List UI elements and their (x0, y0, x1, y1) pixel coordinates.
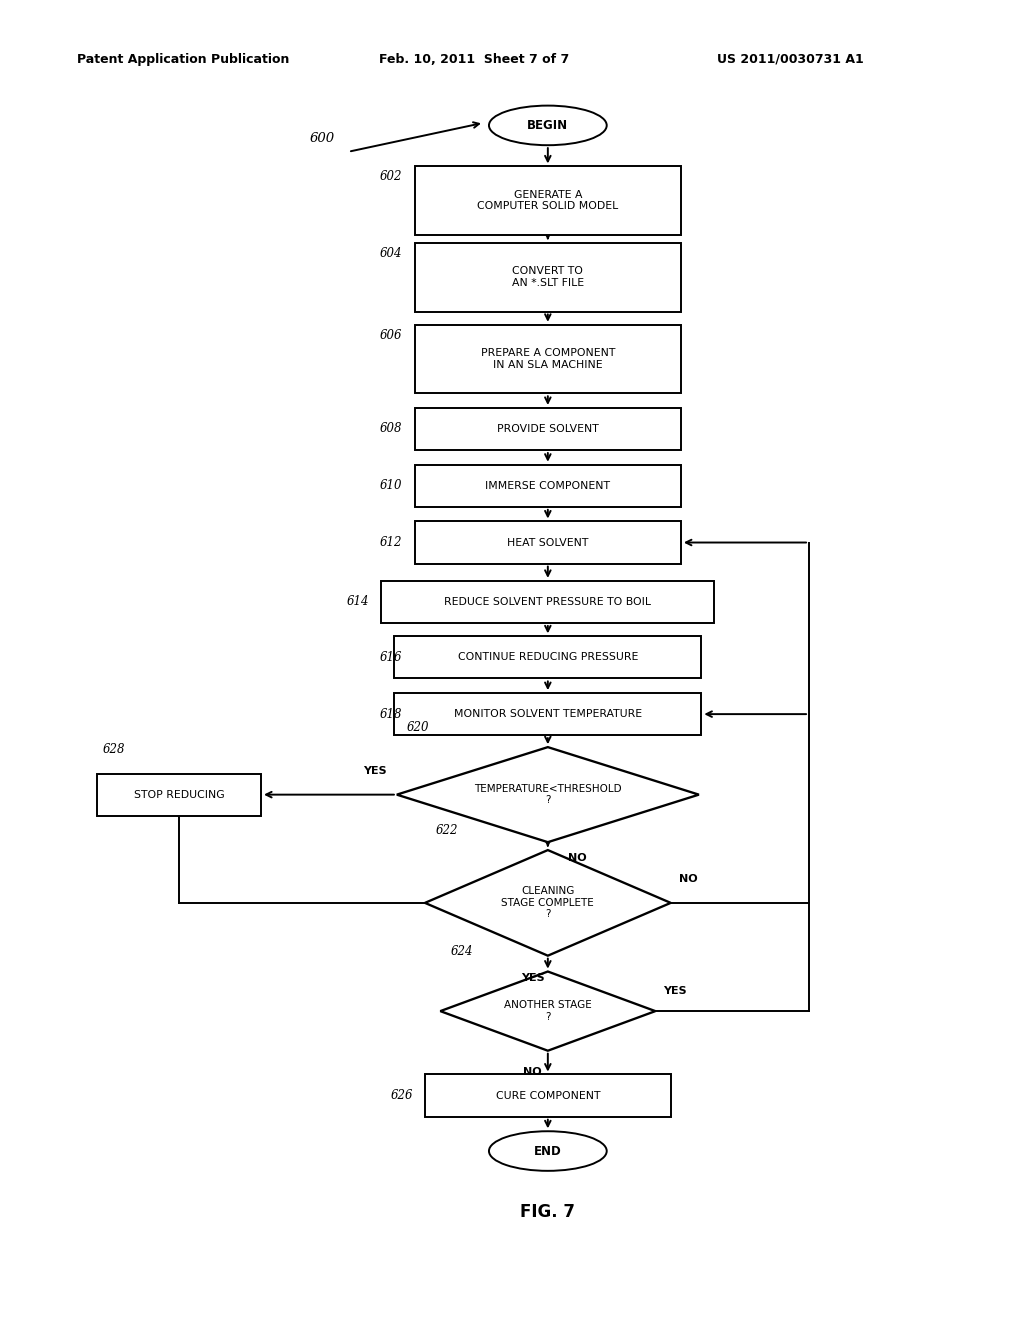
Text: ANOTHER STAGE
?: ANOTHER STAGE ? (504, 1001, 592, 1022)
Text: 618: 618 (380, 708, 402, 721)
Text: MONITOR SOLVENT TEMPERATURE: MONITOR SOLVENT TEMPERATURE (454, 709, 642, 719)
Text: Patent Application Publication: Patent Application Publication (77, 53, 289, 66)
Text: REDUCE SOLVENT PRESSURE TO BOIL: REDUCE SOLVENT PRESSURE TO BOIL (444, 597, 651, 607)
Text: END: END (534, 1144, 562, 1158)
Text: YES: YES (362, 766, 387, 776)
Text: NO: NO (679, 874, 697, 884)
Text: HEAT SOLVENT: HEAT SOLVENT (507, 537, 589, 548)
Text: IMMERSE COMPONENT: IMMERSE COMPONENT (485, 480, 610, 491)
Text: 624: 624 (451, 945, 473, 958)
Text: GENERATE A
COMPUTER SOLID MODEL: GENERATE A COMPUTER SOLID MODEL (477, 190, 618, 211)
Text: CLEANING
STAGE COMPLETE
?: CLEANING STAGE COMPLETE ? (502, 886, 594, 920)
Text: 610: 610 (380, 479, 402, 492)
Text: 614: 614 (347, 595, 370, 609)
FancyBboxPatch shape (382, 581, 715, 623)
Text: 628: 628 (102, 743, 125, 756)
Text: 608: 608 (380, 422, 402, 436)
Text: CONTINUE REDUCING PRESSURE: CONTINUE REDUCING PRESSURE (458, 652, 638, 663)
Text: FIG. 7: FIG. 7 (520, 1203, 575, 1221)
Text: CURE COMPONENT: CURE COMPONENT (496, 1090, 600, 1101)
Text: NO: NO (523, 1067, 542, 1077)
FancyBboxPatch shape (415, 408, 681, 450)
Text: PROVIDE SOLVENT: PROVIDE SOLVENT (497, 424, 599, 434)
Polygon shape (440, 972, 655, 1051)
FancyBboxPatch shape (415, 243, 681, 312)
Text: CONVERT TO
AN *.SLT FILE: CONVERT TO AN *.SLT FILE (512, 267, 584, 288)
Text: Feb. 10, 2011  Sheet 7 of 7: Feb. 10, 2011 Sheet 7 of 7 (379, 53, 569, 66)
FancyBboxPatch shape (394, 636, 701, 678)
Text: YES: YES (520, 973, 545, 983)
Text: 612: 612 (380, 536, 402, 549)
FancyBboxPatch shape (415, 166, 681, 235)
FancyBboxPatch shape (415, 325, 681, 393)
FancyBboxPatch shape (415, 521, 681, 564)
Text: TEMPERATURE<THRESHOLD
?: TEMPERATURE<THRESHOLD ? (474, 784, 622, 805)
Text: BEGIN: BEGIN (527, 119, 568, 132)
Text: 616: 616 (380, 651, 402, 664)
Text: 620: 620 (408, 721, 429, 734)
Text: 604: 604 (380, 247, 402, 260)
FancyBboxPatch shape (97, 774, 261, 816)
Text: 602: 602 (380, 170, 402, 183)
FancyBboxPatch shape (415, 465, 681, 507)
Text: US 2011/0030731 A1: US 2011/0030731 A1 (717, 53, 863, 66)
Text: STOP REDUCING: STOP REDUCING (134, 789, 224, 800)
Text: 600: 600 (310, 132, 335, 145)
Text: NO: NO (568, 853, 587, 863)
Text: PREPARE A COMPONENT
IN AN SLA MACHINE: PREPARE A COMPONENT IN AN SLA MACHINE (480, 348, 615, 370)
FancyBboxPatch shape (394, 693, 701, 735)
Text: 626: 626 (390, 1089, 413, 1102)
Text: YES: YES (664, 986, 687, 997)
Ellipse shape (489, 1131, 606, 1171)
Polygon shape (397, 747, 698, 842)
Polygon shape (425, 850, 671, 956)
Text: 606: 606 (380, 329, 402, 342)
Text: 622: 622 (435, 824, 458, 837)
Ellipse shape (489, 106, 606, 145)
FancyBboxPatch shape (425, 1074, 671, 1117)
